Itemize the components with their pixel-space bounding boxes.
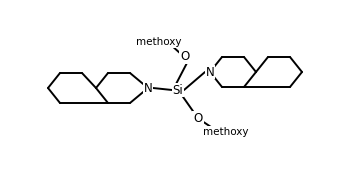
Text: Si: Si [173,83,184,96]
Text: N: N [206,66,214,78]
Text: O: O [180,51,190,64]
Text: O: O [193,112,203,125]
Text: methoxy: methoxy [203,127,249,137]
Text: methoxy: methoxy [136,37,182,47]
Text: N: N [144,81,152,94]
